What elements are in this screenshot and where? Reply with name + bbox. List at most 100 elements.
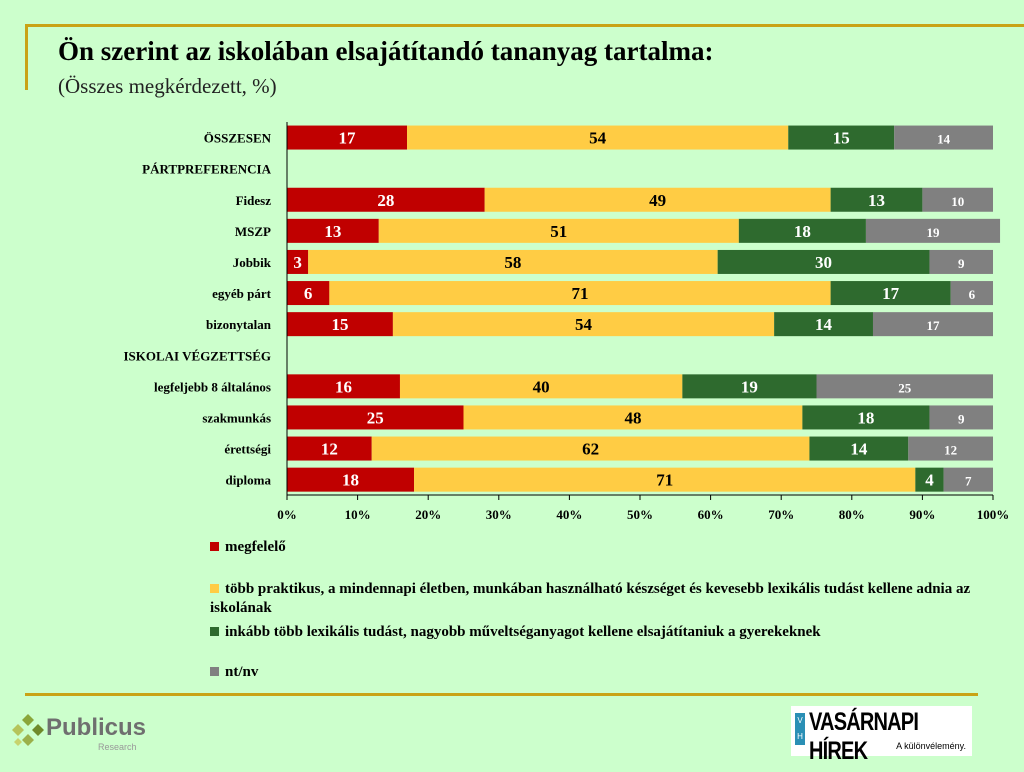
bar-segment [308,249,718,274]
bar-segment [894,125,993,150]
bar-segment [943,467,993,492]
bar-segment [287,187,485,212]
bar-segment [484,187,831,212]
legend-swatch [210,667,219,676]
category-label: ÖSSZESEN [204,131,272,146]
bar-segment [929,405,993,430]
bar-segment [463,405,803,430]
top-divider [25,24,1024,27]
legend-label: nt/nv [225,664,259,680]
legend-swatch [210,584,219,593]
stacked-bar-chart: ÖSSZESEN 17 54 15 14 PÁRTPREFERENCIA Fidesz 28 4… [123,122,1010,522]
bar-segment [407,125,789,150]
x-tick-label: 10% [345,507,371,522]
chart-title: Ön szerint az iskolában elsajátítandó ta… [58,36,714,66]
bar-segment [682,374,817,399]
bar-segment [287,312,393,337]
legend-label: több praktikus, a mindennapi életben, mu… [210,581,971,616]
bar-segment [830,281,951,306]
x-tick-label: 90% [909,507,935,522]
bar-segment [287,218,379,243]
legend-item-praktikus: több praktikus, a mindennapi életben, mu… [210,580,990,618]
x-tick-label: 0% [277,507,297,522]
bar-segment [915,467,944,492]
data-label: 10 [951,194,964,209]
bar-segment [287,467,415,492]
bar-segment [908,436,993,461]
data-label: 12 [944,443,957,458]
data-label: 25 [367,408,384,427]
category-label: diploma [225,473,271,488]
vh-badge: V H [795,713,805,745]
data-label: 25 [898,380,912,395]
legend-item-ntnv: nt/nv [210,663,990,682]
data-label: 54 [575,315,593,334]
data-label: 40 [533,377,550,396]
legend-item-megfelelo: megfelelő [210,538,990,557]
data-label: 13 [324,222,341,241]
bar-segment [717,249,930,274]
data-label: 18 [342,471,359,490]
data-label: 9 [958,411,965,426]
legend-swatch [210,542,219,551]
vh-name: VASÁRNAPI HÍREK [809,708,919,765]
data-label: 13 [868,191,885,210]
x-tick-label: 50% [627,507,653,522]
title-accent-line [25,24,28,90]
data-label: 6 [969,287,976,302]
data-label: 15 [331,315,348,334]
data-label: 71 [656,471,673,490]
x-tick-label: 100% [977,507,1010,522]
vasarnapi-hirek-logo: V H VASÁRNAPI HÍREK A különvélemény. [791,706,972,765]
bar-segment [329,281,831,306]
bar-segment [865,218,1001,243]
data-label: 18 [794,222,811,241]
data-label: 6 [304,284,313,303]
data-label: 17 [926,318,940,333]
bar-segment [287,125,408,150]
x-tick-label: 80% [839,507,865,522]
group-header: PÁRTPREFERENCIA [142,162,271,177]
data-label: 49 [649,191,666,210]
legend-item-lexikalis: inkább több lexikális tudást, nagyobb mű… [210,623,990,642]
bar-segment [929,249,993,274]
data-label: 54 [589,129,607,148]
data-label: 19 [926,225,940,240]
category-label: érettségi [224,442,271,457]
category-label: bizonytalan [206,317,272,332]
data-label: 48 [624,408,641,427]
group-header: ISKOLAI VÉGZETTSÉG [123,348,271,363]
category-label: szakmunkás [202,410,271,425]
data-label: 7 [965,474,972,489]
publicus-logo-icon [12,714,44,746]
bar-segment [378,218,739,243]
category-label: MSZP [235,224,271,239]
bar-segment [788,125,895,150]
vh-tagline: A különvélemény. [896,741,966,751]
data-label: 17 [882,284,900,303]
bar-segment [830,187,923,212]
bottom-divider [25,693,978,696]
publicus-sub: Research [98,742,137,752]
bar-segment [872,312,993,337]
data-label: 15 [833,129,850,148]
category-label: Fidesz [236,193,272,208]
data-label: 9 [958,256,965,271]
data-label: 62 [582,440,599,459]
bar-segment [809,436,909,461]
legend-label: inkább több lexikális tudást, nagyobb mű… [225,624,821,640]
bar-segment [287,436,372,461]
chart-subtitle: (Összes megkérdezett, %) [58,74,277,98]
bar-segment [371,436,810,461]
data-label: 3 [293,253,302,272]
bar-segment [774,312,873,337]
data-label: 17 [339,129,357,148]
bar-segment [287,405,464,430]
bar-segment [287,249,309,274]
bar-segment [414,467,916,492]
bar-segment [392,312,775,337]
x-tick-label: 40% [556,507,582,522]
category-label: Jobbik [233,255,272,270]
data-label: 28 [377,191,394,210]
bar-segment [287,281,330,306]
